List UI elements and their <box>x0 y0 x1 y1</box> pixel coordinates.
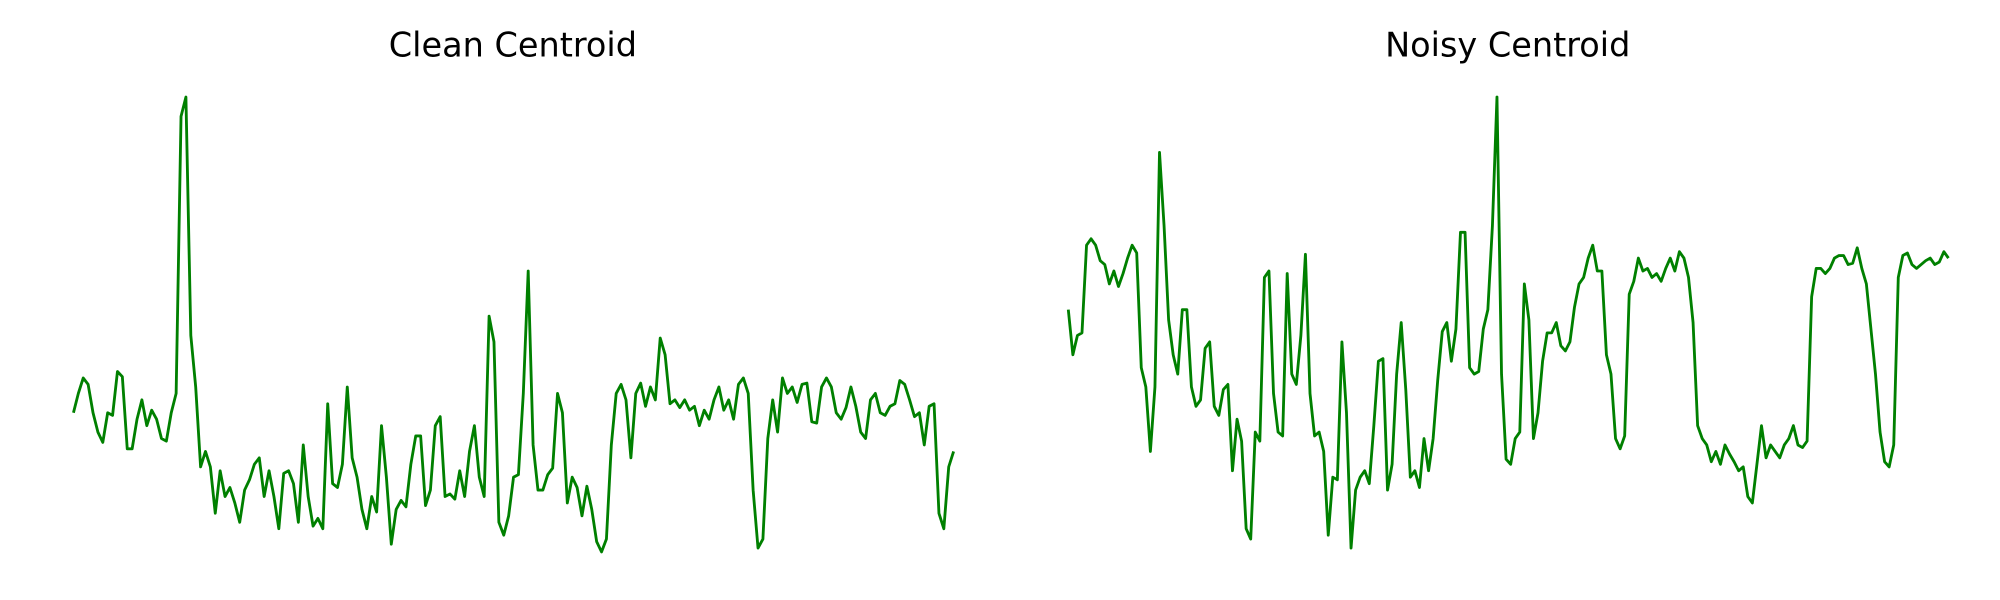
chart-title: Clean Centroid <box>389 25 637 64</box>
chart-title: Noisy Centroid <box>1385 25 1630 64</box>
line-series <box>1066 95 1950 550</box>
line-series <box>72 95 955 554</box>
